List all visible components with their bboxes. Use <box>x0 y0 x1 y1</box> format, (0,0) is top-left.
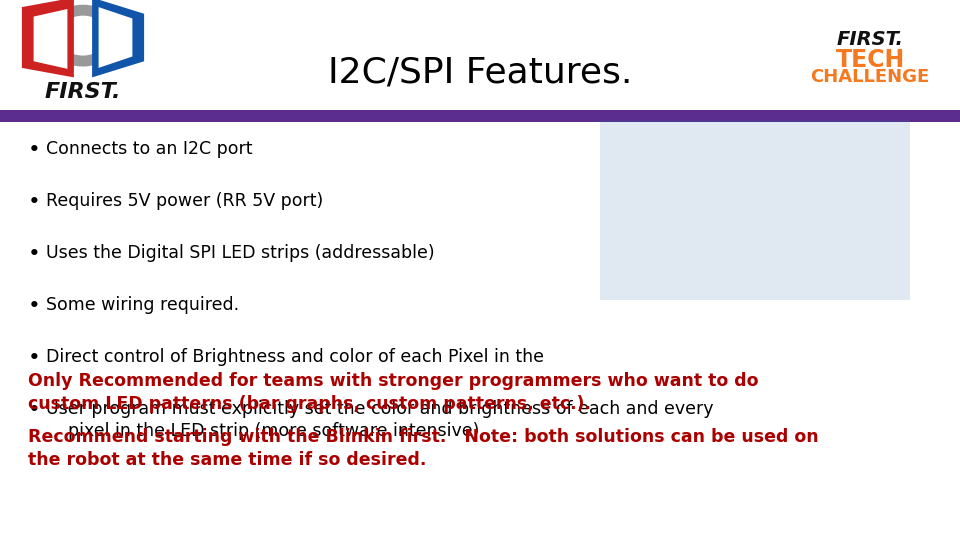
Text: •: • <box>28 244 40 264</box>
Text: CHALLENGE: CHALLENGE <box>810 68 929 86</box>
Text: •: • <box>28 400 40 420</box>
Text: Requires 5V power (RR 5V port): Requires 5V power (RR 5V port) <box>46 192 324 210</box>
Text: I2C/SPI Features.: I2C/SPI Features. <box>327 55 633 89</box>
Polygon shape <box>92 0 144 77</box>
Text: Some wiring required.: Some wiring required. <box>46 296 239 314</box>
Text: FIRST.: FIRST. <box>45 82 121 102</box>
Text: •: • <box>28 348 40 368</box>
Text: •: • <box>28 296 40 316</box>
Bar <box>600 120 910 300</box>
Polygon shape <box>22 0 74 77</box>
Ellipse shape <box>42 5 123 66</box>
Text: User program must explicitly set the color and brightness of each and every
    : User program must explicitly set the col… <box>46 400 713 440</box>
Text: •: • <box>28 192 40 212</box>
Text: TECH: TECH <box>835 48 904 72</box>
Text: Connects to an I2C port: Connects to an I2C port <box>46 140 252 158</box>
Text: •: • <box>28 140 40 160</box>
Text: Uses the Digital SPI LED strips (addressable): Uses the Digital SPI LED strips (address… <box>46 244 435 262</box>
Bar <box>0 110 960 122</box>
Text: Recommend starting with the Blinkin first.   Note: both solutions can be used on: Recommend starting with the Blinkin firs… <box>28 428 819 469</box>
Text: FIRST.: FIRST. <box>836 30 903 49</box>
Polygon shape <box>99 7 132 68</box>
Text: Only Recommended for teams with stronger programmers who want to do
custom LED p: Only Recommended for teams with stronger… <box>28 372 758 413</box>
Ellipse shape <box>59 16 108 56</box>
Polygon shape <box>34 9 67 69</box>
Text: Direct control of Brightness and color of each Pixel in the: Direct control of Brightness and color o… <box>46 348 544 366</box>
